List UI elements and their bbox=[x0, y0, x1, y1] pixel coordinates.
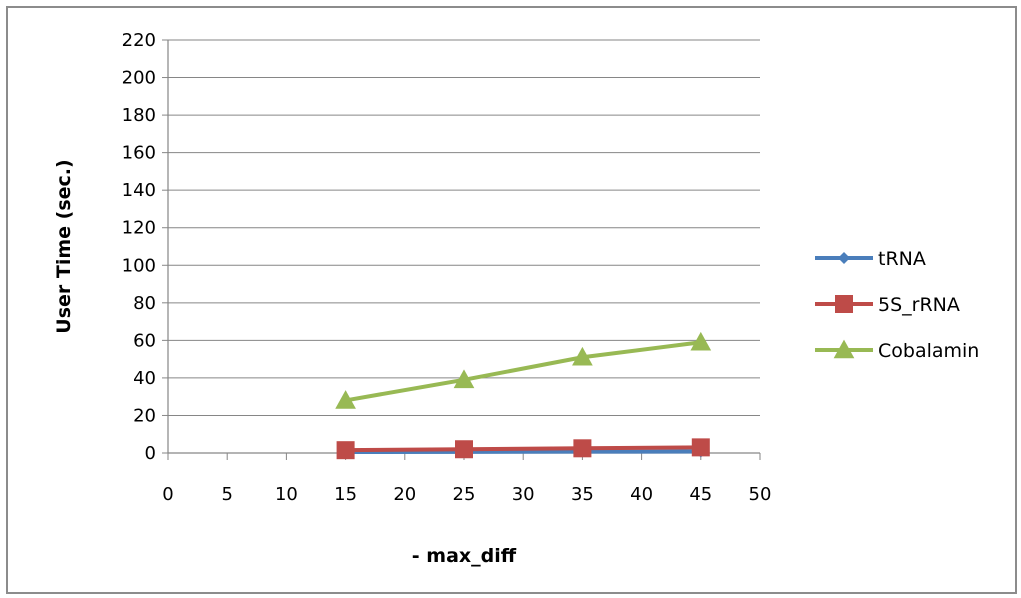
x-tick-label: 15 bbox=[334, 484, 357, 505]
y-tick-label: 180 bbox=[122, 105, 156, 126]
legend-label: 5S_rRNA bbox=[878, 294, 960, 316]
x-tick-label: 20 bbox=[393, 484, 416, 505]
y-tick-label: 80 bbox=[133, 293, 156, 314]
legend-label: tRNA bbox=[878, 248, 926, 270]
x-tick-label: 30 bbox=[512, 484, 535, 505]
x-tick-label: 50 bbox=[749, 484, 772, 505]
data-point bbox=[690, 331, 712, 351]
x-tick-label: 35 bbox=[571, 484, 594, 505]
legend-marker bbox=[835, 295, 853, 313]
series-line bbox=[345, 449, 701, 455]
y-tick-label: 60 bbox=[133, 330, 156, 351]
y-tick-label: 20 bbox=[133, 405, 156, 426]
data-point bbox=[455, 440, 473, 459]
y-tick-label: 160 bbox=[122, 143, 156, 164]
y-tick-labels: 0 20 40 60 80 100 120 140 160 180 200 220 bbox=[122, 30, 156, 464]
x-tick-label: 25 bbox=[453, 484, 476, 505]
y-tick-label: 220 bbox=[122, 30, 156, 51]
data-point bbox=[691, 438, 710, 457]
y-tick-label: 0 bbox=[145, 443, 156, 464]
data-point bbox=[336, 441, 355, 460]
x-tick-label: 45 bbox=[689, 484, 712, 505]
data-point bbox=[453, 369, 475, 389]
y-tick-label: 140 bbox=[122, 180, 156, 201]
data-point bbox=[572, 346, 593, 366]
series-line bbox=[345, 445, 701, 453]
x-tick-labels: 0 5 10 15 20 25 30 35 40 45 50 bbox=[162, 484, 771, 505]
x-tick-label: 40 bbox=[630, 484, 653, 505]
legend: tRNA 5S_rRNA Cobalamin bbox=[815, 248, 979, 362]
x-tick-label: 10 bbox=[275, 484, 298, 505]
gridlines bbox=[168, 39, 760, 416]
x-axis-label: - max_diff bbox=[412, 545, 517, 567]
x-tick-label: 0 bbox=[162, 484, 173, 505]
series-line bbox=[345, 340, 702, 403]
data-point bbox=[573, 439, 592, 458]
y-tick-label: 100 bbox=[122, 255, 156, 276]
x-tick-label: 5 bbox=[221, 484, 232, 505]
legend-marker bbox=[838, 252, 850, 264]
y-axis-label: User Time (sec.) bbox=[53, 159, 75, 333]
y-tick-label: 200 bbox=[122, 68, 156, 89]
y-tick-label: 40 bbox=[133, 368, 156, 389]
data-point bbox=[335, 390, 356, 409]
legend-marker bbox=[833, 339, 855, 359]
series-layer bbox=[335, 331, 712, 460]
y-tick-label: 120 bbox=[122, 218, 156, 239]
legend-label: Cobalamin bbox=[878, 340, 979, 362]
axes bbox=[162, 39, 761, 460]
